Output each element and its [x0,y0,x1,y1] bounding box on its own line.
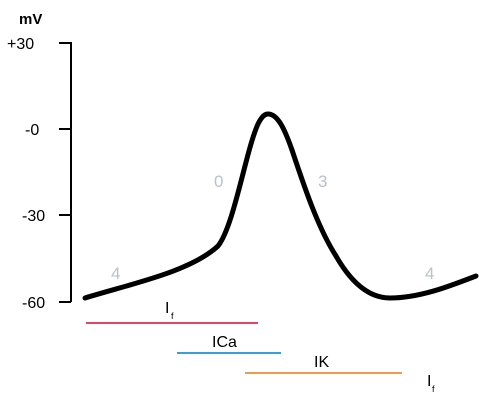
y-axis-unit: mV [19,11,42,28]
y-tick-label-plus30: +30 [7,36,34,53]
if-current-label: I [165,300,169,317]
ik-current-label: IK [314,354,329,371]
phase-3-label: 3 [318,172,327,191]
if-current-subscript: f [171,311,174,321]
action-potential-trace [82,111,479,301]
y-tick-label-minus60: -60 [22,295,45,312]
if-current-label-bottom: I [427,373,431,390]
y-tick-label-minus30: -30 [22,208,45,225]
phase-4-right-label: 4 [425,264,434,283]
phase-4-left-label: 4 [111,264,120,283]
ica-current-label: ICa [212,334,237,351]
phase-0-label: 0 [214,172,223,191]
y-tick-label-0: -0 [25,122,39,139]
if-current-subscript-bottom: f [432,384,435,394]
